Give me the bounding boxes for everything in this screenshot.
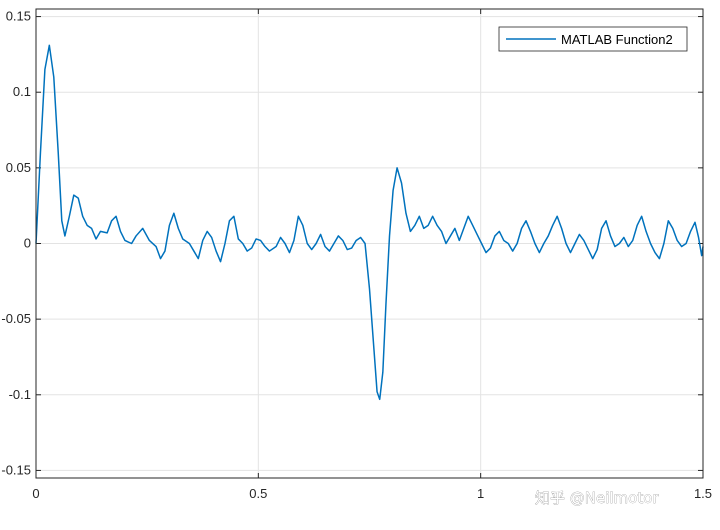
y-tick-labels: 0.15 0.1 0.05 0 -0.05 -0.1 -0.15 [1, 9, 31, 478]
x-tick-label: 0 [32, 486, 39, 501]
x-tick-label: 0.5 [249, 486, 267, 501]
y-tick-label: 0 [24, 236, 31, 251]
series-layer [35, 44, 704, 401]
x-tick-label: 1 [477, 486, 484, 501]
y-tick-label: 0.05 [6, 160, 31, 175]
x-tick-label: 1.5 [694, 486, 712, 501]
y-tick-label: -0.1 [9, 387, 31, 402]
grid [36, 9, 703, 478]
legend-label: MATLAB Function2 [561, 32, 673, 47]
watermark: 知乎 @Neilmotor [535, 489, 659, 507]
series-line [35, 44, 704, 401]
axes-box [35, 8, 704, 479]
y-tick-label: -0.05 [1, 311, 31, 326]
x-tick-labels: 0 0.5 1 1.5 [32, 486, 712, 501]
y-tick-label: 0.15 [6, 9, 31, 24]
legend: MATLAB Function2 [498, 26, 688, 52]
y-tick-label: -0.15 [1, 462, 31, 477]
y-tick-label: 0.1 [13, 84, 31, 99]
